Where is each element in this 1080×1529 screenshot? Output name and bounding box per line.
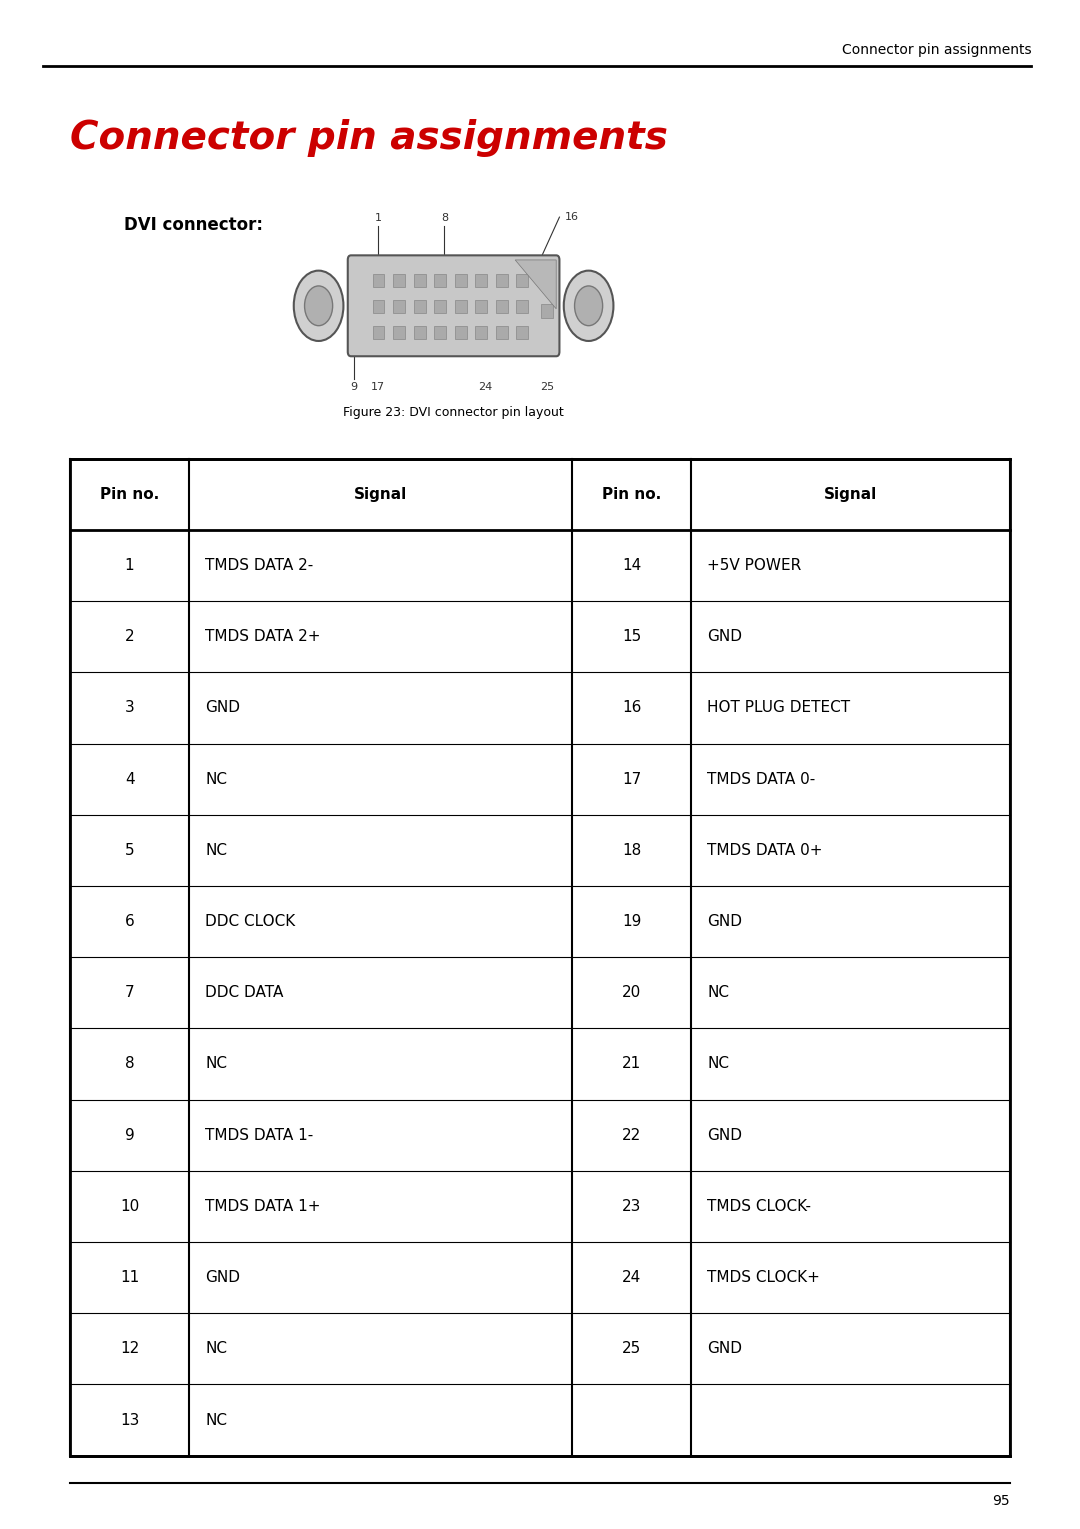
Text: GND: GND — [707, 630, 742, 644]
Text: TMDS DATA 1+: TMDS DATA 1+ — [205, 1199, 321, 1214]
Circle shape — [575, 286, 603, 326]
Bar — [516, 300, 528, 313]
Bar — [414, 326, 426, 339]
Text: DDC CLOCK: DDC CLOCK — [205, 914, 296, 930]
Bar — [393, 274, 405, 287]
Bar — [434, 274, 446, 287]
Text: 24: 24 — [622, 1271, 642, 1284]
Text: Pin no.: Pin no. — [100, 486, 159, 502]
Text: 6: 6 — [124, 914, 135, 930]
Text: TMDS DATA 1-: TMDS DATA 1- — [205, 1128, 313, 1142]
Text: 23: 23 — [622, 1199, 642, 1214]
Text: NC: NC — [707, 985, 729, 1000]
Text: 17: 17 — [622, 772, 642, 786]
Text: 20: 20 — [622, 985, 642, 1000]
Circle shape — [294, 271, 343, 341]
Text: Signal: Signal — [354, 486, 407, 502]
Text: TMDS DATA 0+: TMDS DATA 0+ — [707, 842, 823, 858]
Text: NC: NC — [205, 1341, 227, 1356]
Text: 25: 25 — [540, 382, 555, 393]
Text: 25: 25 — [622, 1341, 642, 1356]
Bar — [475, 326, 487, 339]
Text: 13: 13 — [120, 1413, 139, 1428]
Text: 1: 1 — [125, 558, 134, 573]
Bar — [434, 326, 446, 339]
Text: TMDS CLOCK-: TMDS CLOCK- — [707, 1199, 811, 1214]
Text: 9: 9 — [124, 1128, 135, 1142]
Bar — [455, 326, 467, 339]
Text: 8: 8 — [441, 213, 448, 223]
Bar — [475, 300, 487, 313]
Bar — [496, 326, 508, 339]
Text: DVI connector:: DVI connector: — [124, 216, 264, 234]
Text: 15: 15 — [622, 630, 642, 644]
Bar — [373, 300, 384, 313]
Bar — [373, 326, 384, 339]
Text: Connector pin assignments: Connector pin assignments — [841, 43, 1031, 57]
Text: 4: 4 — [125, 772, 134, 786]
Text: 11: 11 — [120, 1271, 139, 1284]
Text: GND: GND — [707, 1341, 742, 1356]
Text: GND: GND — [205, 1271, 240, 1284]
Text: GND: GND — [707, 1128, 742, 1142]
Polygon shape — [515, 260, 556, 309]
Text: 22: 22 — [622, 1128, 642, 1142]
Bar — [434, 300, 446, 313]
Bar — [70, 459, 1010, 1456]
Text: NC: NC — [205, 772, 227, 786]
Text: Pin no.: Pin no. — [603, 486, 661, 502]
Text: TMDS DATA 0-: TMDS DATA 0- — [707, 772, 815, 786]
Text: GND: GND — [205, 700, 240, 716]
Bar — [455, 300, 467, 313]
Text: 19: 19 — [622, 914, 642, 930]
Text: 21: 21 — [622, 1057, 642, 1072]
Text: 9: 9 — [351, 382, 357, 393]
Text: 10: 10 — [120, 1199, 139, 1214]
Text: +5V POWER: +5V POWER — [707, 558, 801, 573]
Text: NC: NC — [205, 842, 227, 858]
Text: TMDS DATA 2+: TMDS DATA 2+ — [205, 630, 321, 644]
Text: 16: 16 — [622, 700, 642, 716]
Text: 3: 3 — [124, 700, 135, 716]
Text: TMDS CLOCK+: TMDS CLOCK+ — [707, 1271, 821, 1284]
Bar — [496, 274, 508, 287]
Bar — [475, 274, 487, 287]
Text: 12: 12 — [120, 1341, 139, 1356]
Text: 5: 5 — [125, 842, 134, 858]
Text: 2: 2 — [125, 630, 134, 644]
Text: 16: 16 — [565, 213, 579, 222]
Bar — [414, 300, 426, 313]
Text: GND: GND — [707, 914, 742, 930]
Text: 8: 8 — [125, 1057, 134, 1072]
Bar — [393, 326, 405, 339]
Text: 18: 18 — [622, 842, 642, 858]
Circle shape — [564, 271, 613, 341]
Text: 7: 7 — [125, 985, 134, 1000]
Bar — [393, 300, 405, 313]
Bar — [496, 300, 508, 313]
Circle shape — [305, 286, 333, 326]
FancyBboxPatch shape — [348, 255, 559, 356]
Text: NC: NC — [707, 1057, 729, 1072]
Text: Figure 23: DVI connector pin layout: Figure 23: DVI connector pin layout — [343, 407, 564, 419]
Text: 17: 17 — [370, 382, 386, 393]
Text: 1: 1 — [375, 213, 381, 223]
Text: NC: NC — [205, 1057, 227, 1072]
Text: Connector pin assignments: Connector pin assignments — [70, 119, 669, 156]
Text: TMDS DATA 2-: TMDS DATA 2- — [205, 558, 313, 573]
Text: 95: 95 — [993, 1494, 1010, 1509]
Text: NC: NC — [205, 1413, 227, 1428]
Bar — [516, 326, 528, 339]
Bar — [373, 274, 384, 287]
Bar — [516, 274, 528, 287]
Bar — [541, 304, 553, 318]
Text: DDC DATA: DDC DATA — [205, 985, 284, 1000]
Bar — [455, 274, 467, 287]
Text: 14: 14 — [622, 558, 642, 573]
Text: Signal: Signal — [824, 486, 877, 502]
Text: HOT PLUG DETECT: HOT PLUG DETECT — [707, 700, 851, 716]
Text: 24: 24 — [478, 382, 492, 393]
Bar — [414, 274, 426, 287]
